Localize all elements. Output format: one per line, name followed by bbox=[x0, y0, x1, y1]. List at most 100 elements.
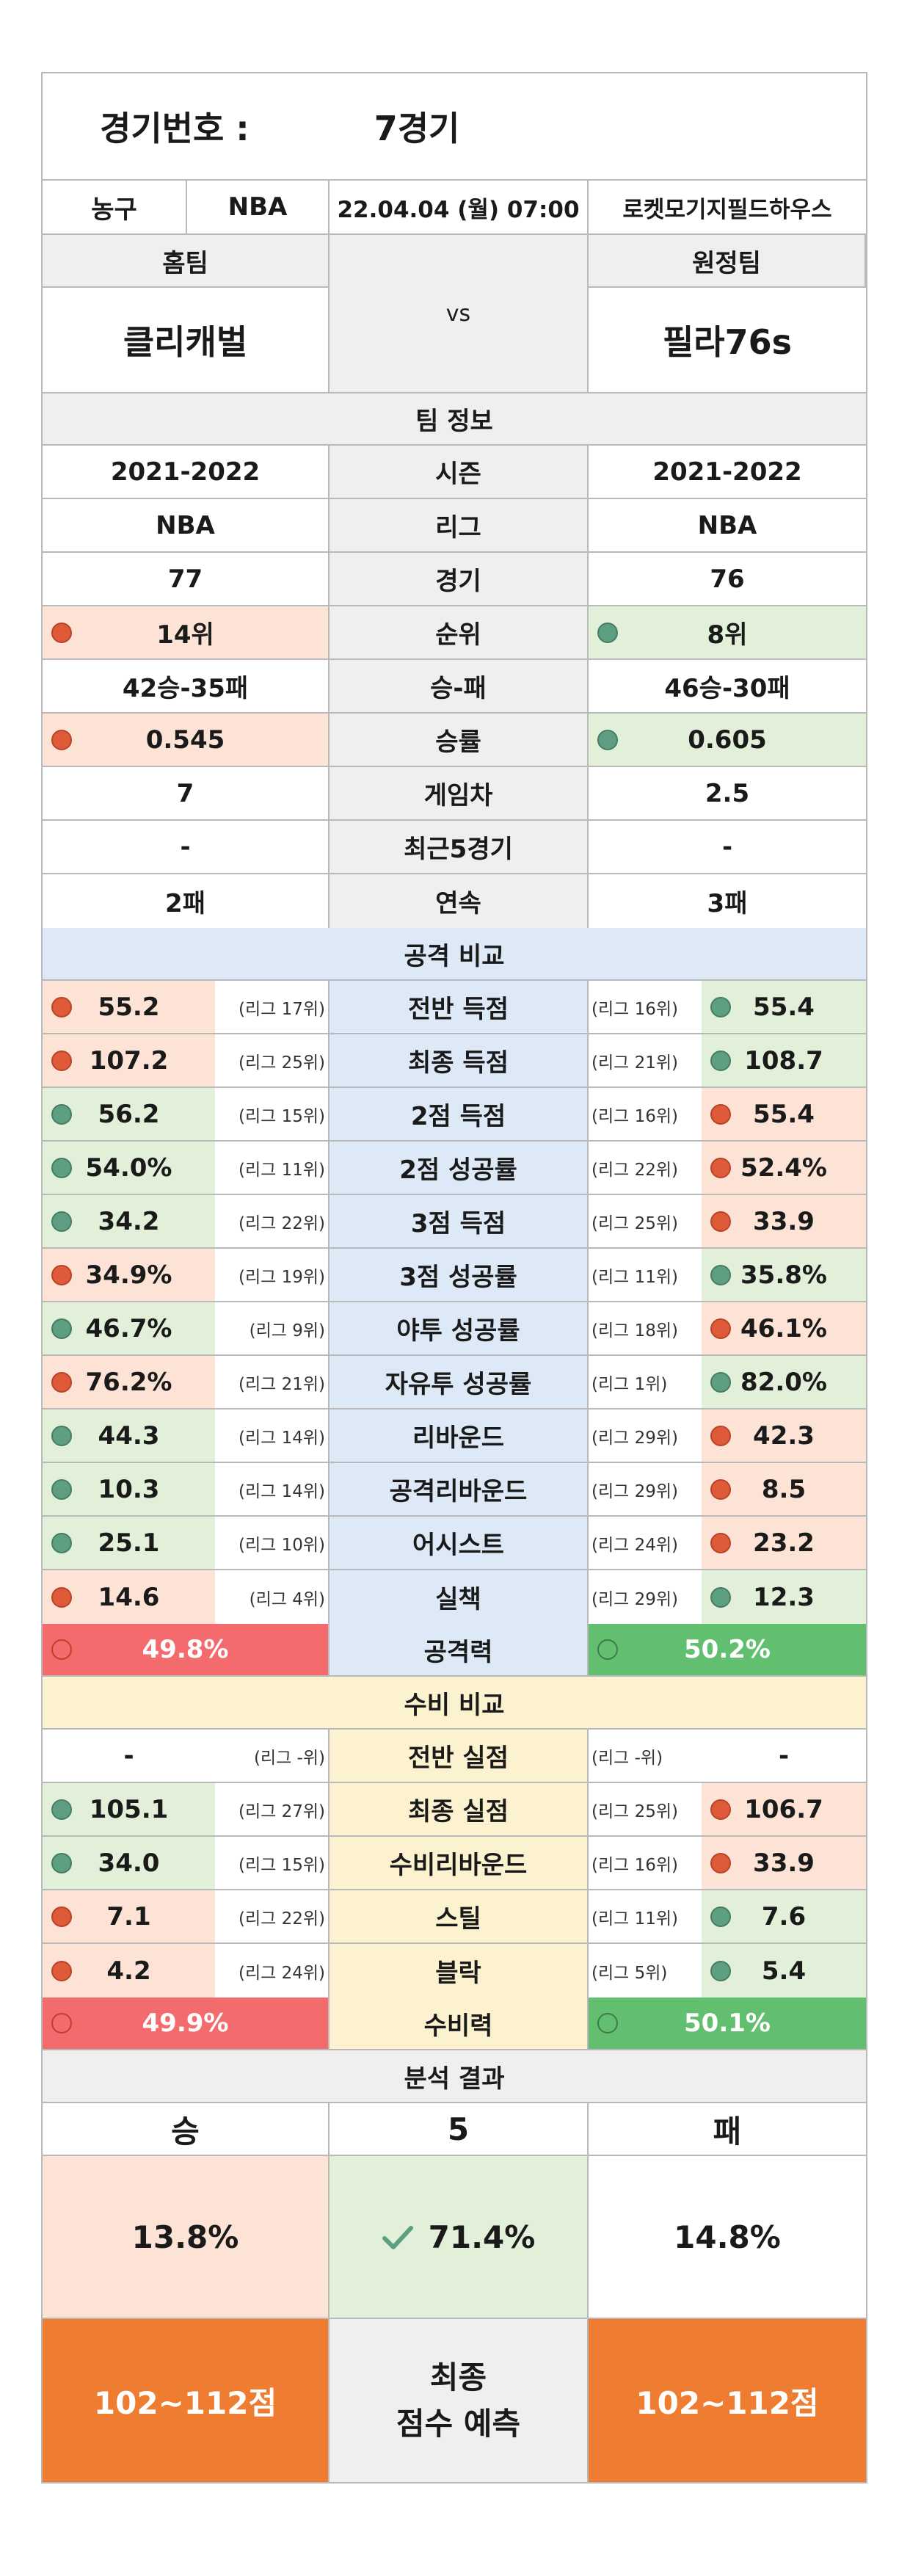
away-stat: (리그 29위) 42.3 bbox=[589, 1409, 866, 1462]
home-stat-dot bbox=[51, 1799, 72, 1820]
game-number: 경기번호 : 7경기 bbox=[43, 73, 866, 179]
home-offense-power: 49.8% bbox=[43, 1624, 330, 1675]
home-stat-value: 14.6 bbox=[43, 1570, 215, 1624]
home-stat: 4.2 (리그 24위) bbox=[43, 1944, 330, 1998]
away-stat-dot bbox=[710, 1211, 731, 1232]
defense-title: 수비 비교 bbox=[43, 1677, 866, 1728]
analysis-sheet: 경기번호 : 7경기 농구 NBA 22.04.04 (월) 07:00 로켓모… bbox=[41, 72, 867, 2484]
home-stat-dot bbox=[51, 1532, 72, 1553]
away-stat-value: 8.5 bbox=[702, 1463, 866, 1515]
home-defense-power: 49.9% bbox=[43, 1998, 330, 2049]
away-stat-value: 55.4 bbox=[702, 1088, 866, 1140]
team-info-home-text: 2패 bbox=[165, 889, 205, 918]
home-stat-value: 46.7% bbox=[43, 1302, 215, 1354]
away-stat-text: 33.9 bbox=[753, 1848, 815, 1878]
away-stat: (리그 -위) - bbox=[589, 1730, 866, 1782]
away-stat-dot bbox=[710, 1960, 731, 1981]
away-stat-value: 33.9 bbox=[702, 1195, 866, 1247]
defense-stat-row: 105.1 (리그 27위) 최종 실점 (리그 25위) 106.7 bbox=[43, 1783, 866, 1837]
home-stat-rank: (리그 9위) bbox=[215, 1302, 328, 1354]
away-stat-value: 7.6 bbox=[702, 1890, 866, 1942]
home-stat-value: 76.2% bbox=[43, 1356, 215, 1408]
home-stat-text: 7.1 bbox=[106, 1901, 151, 1931]
offense-stat-row: 76.2% (리그 21위) 자유투 성공률 (리그 1위) 82.0% bbox=[43, 1356, 866, 1409]
team-info-away-value: NBA bbox=[589, 499, 866, 551]
away-stat-dot bbox=[710, 1264, 731, 1285]
home-stat-value: 7.1 bbox=[43, 1890, 215, 1942]
home-stat-value: 44.3 bbox=[43, 1409, 215, 1462]
home-stat-dot bbox=[51, 1906, 72, 1927]
home-stat-dot bbox=[51, 1586, 72, 1608]
offense-header: 공격 비교 bbox=[43, 928, 866, 981]
team-info-label: 승-패 bbox=[330, 660, 589, 712]
game-number-label: 경기번호 : bbox=[100, 109, 250, 148]
lose-pct: 14.8% bbox=[589, 2156, 866, 2318]
home-stat-dot bbox=[51, 1479, 72, 1500]
team-info-home-text: - bbox=[180, 832, 191, 862]
away-stat-dot bbox=[710, 1318, 731, 1339]
away-stat-value: 108.7 bbox=[702, 1034, 866, 1086]
away-stat-rank: (리그 16위) bbox=[592, 999, 679, 1019]
offense-stat-row: 56.2 (리그 15위) 2점 득점 (리그 16위) 55.4 bbox=[43, 1088, 866, 1142]
team-info-away-text: - bbox=[721, 832, 733, 862]
home-stat: 105.1 (리그 27위) bbox=[43, 1783, 330, 1835]
away-stat: (리그 25위) 106.7 bbox=[589, 1783, 866, 1835]
away-stat: (리그 16위) 33.9 bbox=[589, 1837, 866, 1889]
stat-label: 2점 득점 bbox=[330, 1088, 589, 1140]
team-info-home-text: NBA bbox=[156, 510, 215, 540]
team-info-label: 최근5경기 bbox=[330, 821, 589, 873]
away-stat-text: 23.2 bbox=[753, 1528, 815, 1558]
home-stat: - (리그 -위) bbox=[43, 1730, 330, 1782]
away-stat-rank: (리그 16위) bbox=[592, 1855, 679, 1875]
check-icon bbox=[382, 2226, 413, 2249]
away-stat-dot bbox=[710, 1157, 731, 1178]
game-number-value: 7경기 bbox=[374, 109, 460, 148]
away-offense-power-value: 50.2% bbox=[684, 1635, 771, 1664]
away-stat-rank: (리그 29위) bbox=[592, 1428, 679, 1448]
team-info-away-text: 8위 bbox=[707, 620, 748, 650]
home-stat-rank: (리그 10위) bbox=[215, 1517, 328, 1569]
home-stat: 76.2% (리그 21위) bbox=[43, 1356, 330, 1408]
team-info-home-text: 77 bbox=[167, 564, 203, 594]
result-header: 분석 결과 bbox=[43, 2050, 866, 2103]
team-info-away-value: 0.605 bbox=[589, 714, 866, 766]
team-info-home-text: 2021-2022 bbox=[110, 457, 261, 487]
home-stat-value: 107.2 bbox=[43, 1034, 215, 1086]
away-team-name: 필라76s bbox=[589, 288, 866, 392]
away-stat-rank: (리그 16위) bbox=[592, 1106, 679, 1126]
home-stat-rank: (리그 22위) bbox=[215, 1195, 328, 1247]
team-info-away-value: 2021-2022 bbox=[589, 446, 866, 498]
home-score-prediction: 102~112점 bbox=[43, 2319, 330, 2482]
away-stat-rank: (리그 24위) bbox=[592, 1535, 679, 1555]
stat-label: 리바운드 bbox=[330, 1409, 589, 1462]
home-stat-value: 34.9% bbox=[43, 1249, 215, 1301]
vs-label: vs bbox=[330, 235, 589, 392]
team-info-home-text: 14위 bbox=[156, 620, 214, 650]
away-stat-rank: (리그 25위) bbox=[592, 1213, 679, 1233]
away-stat-value: - bbox=[702, 1730, 866, 1782]
away-stat-rank: (리그 25위) bbox=[592, 1802, 679, 1821]
team-info-home-text: 42승-35패 bbox=[122, 674, 249, 703]
away-stat-text: 12.3 bbox=[753, 1582, 815, 1612]
home-stat-value: 25.1 bbox=[43, 1517, 215, 1569]
home-stat-text: 105.1 bbox=[89, 1794, 169, 1824]
away-stat-rank: (리그 -위) bbox=[592, 1748, 663, 1768]
final-score-label: 최종 점수 예측 bbox=[330, 2319, 589, 2482]
away-stat-dot bbox=[710, 1050, 731, 1071]
home-stat-value: 34.2 bbox=[43, 1195, 215, 1247]
home-stat-rank: (리그 15위) bbox=[215, 1837, 328, 1889]
team-info-away-text: 3패 bbox=[707, 889, 748, 918]
home-stat-text: 34.9% bbox=[85, 1260, 172, 1290]
team-info-home-text: 7 bbox=[176, 778, 194, 808]
home-stat-dot bbox=[51, 1425, 72, 1446]
offense-power-label: 공격력 bbox=[330, 1624, 589, 1675]
away-stat-text: 52.4% bbox=[740, 1153, 827, 1183]
stat-label: 수비리바운드 bbox=[330, 1837, 589, 1889]
away-stat-rank: (리그 29위) bbox=[592, 1589, 679, 1609]
defense-stat-row: 7.1 (리그 22위) 스틸 (리그 11위) 7.6 bbox=[43, 1890, 866, 1944]
home-stat: 56.2 (리그 15위) bbox=[43, 1088, 330, 1140]
home-stat: 14.6 (리그 4위) bbox=[43, 1570, 330, 1624]
stat-label: 3점 득점 bbox=[330, 1195, 589, 1247]
home-indicator-dot bbox=[51, 622, 72, 643]
stat-label: 스틸 bbox=[330, 1890, 589, 1942]
